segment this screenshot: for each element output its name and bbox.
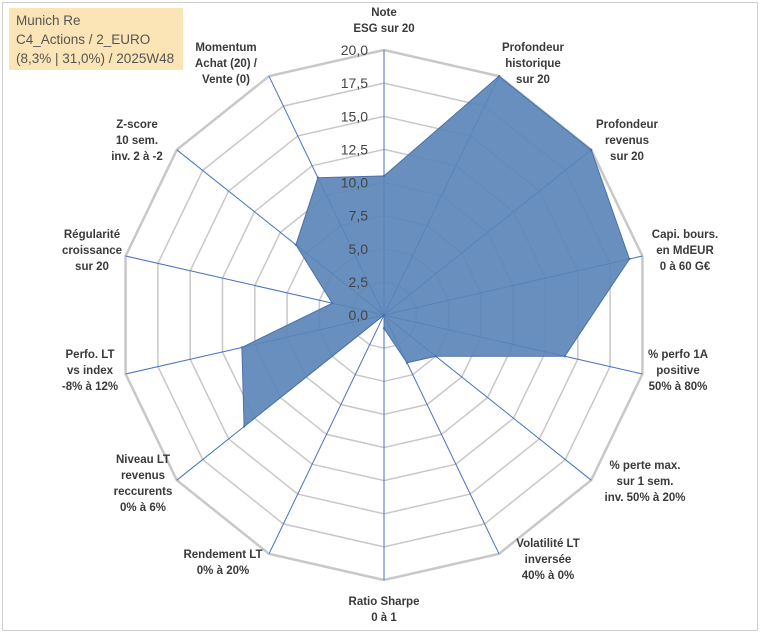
axis-label-line: Profondeur [596, 119, 658, 131]
axis-label-line: 0% à 20% [197, 565, 249, 577]
data-point [434, 355, 437, 358]
axis-label: Volatilité LT inversée 40% à 0% [516, 538, 579, 582]
data-point [405, 361, 409, 364]
axis-label-line: Note [371, 7, 397, 19]
axis-label-line: sur 20 [75, 261, 109, 273]
axis-label-line: vs index [67, 365, 114, 377]
axis-label-line: Niveau LT [116, 454, 170, 466]
axis-label-line: Vente (0) [202, 74, 250, 86]
axis-label-line: sur 1 sem. [617, 476, 674, 488]
axis-label: % perte max. sur 1 sem. inv. 50% à 20% [605, 460, 686, 504]
axis-label-line: Perfo. LT [66, 349, 115, 361]
axis-label-line: revenus [605, 135, 649, 147]
data-point [331, 302, 334, 305]
tick-label: 15,0 [341, 108, 368, 124]
axis-label-line: 50% à 80% [649, 381, 708, 393]
axis-label-line: 0 à 1 [371, 612, 397, 624]
axis-label: Profondeur historique sur 20 [502, 42, 564, 86]
axis-label-line: Régularité [64, 229, 120, 241]
axis-label: % perfo 1A positive 50% à 80% [648, 349, 708, 393]
axis-label-line: croissance [62, 245, 122, 257]
data-point [316, 176, 320, 179]
axis-label-line: 0 à 60 G€ [660, 261, 711, 273]
axis-spoke [268, 314, 385, 555]
title-stats: (8,3% | 31,0%) / 2025W48 [16, 51, 175, 66]
data-point [242, 425, 246, 428]
data-point [240, 346, 244, 349]
axis-label: Note ESG sur 20 [353, 7, 414, 35]
axis-label-line: positive [656, 365, 699, 377]
axis-label-line: -8% à 12% [62, 381, 118, 393]
axis-label-line: sur 20 [610, 151, 644, 163]
tick-label: 10,0 [341, 175, 368, 191]
axis-label-line: Ratio Sharpe [349, 596, 420, 608]
axis-label: Profondeur revenus sur 20 [596, 119, 658, 163]
axis-label-line: Achat (20) / [195, 58, 258, 70]
axis-label-line: inv. 2 à -2 [111, 151, 163, 163]
chart-title-box: Munich Re C4_Actions / 2_EURO (8,3% | 31… [9, 8, 183, 70]
axis-label: Régularité croissance sur 20 [62, 229, 122, 273]
axis-label-line: Capi. bours. [652, 229, 718, 241]
axis-label-line: 0% à 6% [120, 502, 166, 514]
tick-label: 17,5 [341, 75, 368, 91]
axis-label: Niveau LT revenus reccurents 0% à 6% [114, 454, 173, 514]
tick-label: 12,5 [341, 141, 368, 157]
title-category: C4_Actions / 2_EURO [16, 32, 151, 47]
radar-tick-labels: 0,0 2,5 5,0 7,5 10,0 12,5 15,0 17,5 20,0 [341, 42, 368, 323]
axis-label: Momentum Achat (20) / Vente (0) [195, 42, 258, 86]
axis-label: Perfo. LT vs index -8% à 12% [62, 349, 118, 393]
axis-label-line: inv. 50% à 20% [605, 492, 686, 504]
axis-label-line: % perfo 1A [648, 349, 708, 361]
axis-label-line: 40% à 0% [522, 570, 574, 582]
axis-label-line: Volatilité LT [516, 538, 579, 550]
axis-label-line: Profondeur [502, 42, 564, 54]
axis-label-line: reccurents [114, 486, 173, 498]
data-point [628, 257, 631, 261]
tick-label: 5,0 [349, 241, 369, 257]
data-point [382, 327, 386, 330]
axis-label: Rendement LT 0% à 20% [183, 549, 262, 577]
axis-label-line: sur 20 [516, 74, 550, 86]
radar-axis-labels: Note ESG sur 20 Profondeur historique sur 20… [62, 7, 718, 624]
tick-label: 7,5 [349, 208, 369, 224]
title-company: Munich Re [16, 13, 81, 28]
data-point [382, 174, 386, 178]
axis-label-line: ESG sur 20 [353, 23, 414, 35]
data-point [497, 75, 501, 78]
tick-label: 2,5 [349, 274, 369, 290]
axis-label-line: 10 sem. [116, 135, 158, 147]
tick-label: 20,0 [341, 42, 368, 58]
axis-label-line: Momentum [195, 42, 256, 54]
axis-label-line: historique [505, 58, 561, 70]
axis-label-line: Z-score [116, 119, 158, 131]
data-point [294, 243, 298, 246]
axis-label-line: revenus [121, 470, 165, 482]
radar-series [240, 75, 631, 428]
axis-label: Ratio Sharpe 0 à 1 [349, 596, 420, 624]
axis-label: Z-score 10 sem. inv. 2 à -2 [111, 119, 163, 163]
axis-label-line: % perte max. [610, 460, 681, 472]
data-point [590, 148, 593, 151]
axis-label-line: inversée [525, 554, 572, 566]
data-point [382, 313, 386, 317]
axis-label-line: en MdEUR [656, 245, 714, 257]
data-point [563, 355, 566, 358]
axis-label: Capi. bours. en MdEUR 0 à 60 G€ [652, 229, 718, 273]
axis-label-line: Rendement LT [183, 549, 262, 561]
tick-label: 0,0 [349, 307, 369, 323]
